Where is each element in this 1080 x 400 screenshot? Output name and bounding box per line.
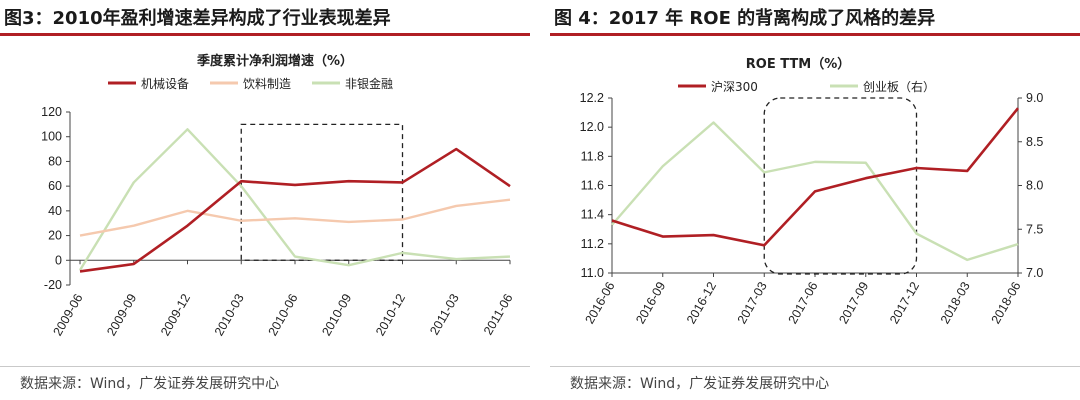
y2-tick-label: 8.0 <box>1026 179 1043 193</box>
series-line-1 <box>611 107 1020 247</box>
x-tick-label: 2010-03 <box>212 291 247 338</box>
x-tick-label: 2010-09 <box>319 291 354 338</box>
legend-label-2: 创业板（右） <box>863 79 935 94</box>
right-source-note: 数据来源：Wind，广发证券发展研究中心 <box>570 376 830 392</box>
y-tick-label: 11.2 <box>581 237 604 251</box>
y2-tick-label: 8.5 <box>1026 135 1043 149</box>
x-tick-label: 2009-06 <box>51 291 86 338</box>
x-tick-label: 2009-09 <box>104 291 139 338</box>
right-footer-divider <box>550 366 1080 367</box>
left-chart-panel: 图3：2010年盈利增速差异构成了行业表现差异 季度累计净利润增速（%） 机械设备… <box>0 0 530 400</box>
x-tick-label: 2010-12 <box>373 291 408 338</box>
left-chart-title: 季度累计净利润增速（%） <box>196 53 353 69</box>
right-chart: ROE TTM（%） 沪深300 创业板（右） 11.0 11.2 11.4 11.6 11.… <box>580 56 1044 326</box>
x-tick-label: 2017-12 <box>887 279 922 326</box>
y-tick-label: 11.8 <box>581 149 604 163</box>
series-line-3 <box>78 128 511 271</box>
series-line-1 <box>79 147 511 273</box>
y2-tick-label: 7.0 <box>1026 266 1043 280</box>
right-chart-title: ROE TTM（%） <box>746 56 850 72</box>
left-figure-header: 图3：2010年盈利增速差异构成了行业表现差异 <box>0 0 530 36</box>
legend-label-1: 沪深300 <box>711 80 758 94</box>
x-tick-label: 2016-12 <box>684 279 719 326</box>
left-footer-divider <box>0 366 530 367</box>
left-source-note: 数据来源：Wind，广发证券发展研究中心 <box>20 376 280 392</box>
y-tick-label: 80 <box>48 154 62 168</box>
legend-label-2: 饮料制造 <box>243 77 291 91</box>
y-tick-label: 12.2 <box>580 91 604 105</box>
x-tick-label: 2011-03 <box>427 291 462 337</box>
y-tick-label: 40 <box>48 204 62 218</box>
x-tick-label: 2016-06 <box>583 279 618 326</box>
x-tick-label: 2017-09 <box>836 279 871 326</box>
y2-tick-label: 7.5 <box>1026 222 1043 236</box>
y-tick-label: 11.6 <box>581 179 604 193</box>
legend-label-1: 机械设备 <box>141 76 189 91</box>
y2-tick-label: 9.0 <box>1026 91 1043 105</box>
y-tick-label: 100 <box>41 130 62 144</box>
x-tick-label: 2016-09 <box>633 279 668 326</box>
x-tick-label: 2017-03 <box>735 279 770 326</box>
x-tick-label: 2010-06 <box>266 291 301 338</box>
x-tick-label: 2017-06 <box>786 279 821 326</box>
y-tick-label: 12.0 <box>580 120 604 134</box>
x-tick-label: 2018-03 <box>938 279 973 326</box>
y-tick-label: 0 <box>55 253 62 267</box>
series-line-2 <box>611 121 1019 262</box>
y-tick-label: 60 <box>48 179 62 193</box>
left-chart: 季度累计净利润增速（%） 机械设备 饮料制造 非银金融 -20 0 20 40 60 80 100 1… <box>41 53 516 338</box>
y-tick-label: 11.4 <box>581 208 604 222</box>
right-chart-panel: 图 4：2017 年 ROE 的背离构成了风格的差异 ROE TTM（%） 沪深3… <box>550 0 1080 400</box>
legend-label-3: 非银金融 <box>345 76 393 91</box>
x-tick-label: 2009-12 <box>158 291 193 338</box>
right-figure-title: 图 4：2017 年 ROE 的背离构成了风格的差异 <box>554 8 936 29</box>
highlight-box <box>763 97 918 275</box>
y-tick-label: 20 <box>48 229 62 243</box>
y-tick-label: -20 <box>44 278 62 292</box>
series-line-2 <box>79 198 511 237</box>
y-tick-label: 11.0 <box>581 266 604 280</box>
highlight-box <box>240 123 404 261</box>
left-figure-title: 图3：2010年盈利增速差异构成了行业表现差异 <box>4 8 391 29</box>
x-tick-label: 2018-06 <box>989 279 1024 326</box>
right-figure-header: 图 4：2017 年 ROE 的背离构成了风格的差异 <box>550 0 1080 36</box>
y-tick-label: 120 <box>41 105 62 119</box>
x-tick-label: 2011-06 <box>481 291 516 337</box>
